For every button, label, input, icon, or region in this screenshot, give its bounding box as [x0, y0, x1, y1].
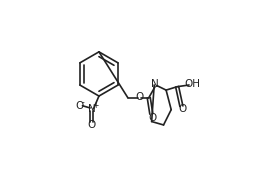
- Text: O: O: [149, 113, 157, 123]
- Text: OH: OH: [185, 80, 201, 89]
- Text: O: O: [88, 120, 96, 130]
- Text: -: -: [82, 98, 85, 107]
- Text: O: O: [135, 92, 144, 102]
- Text: +: +: [92, 101, 98, 110]
- Text: N: N: [88, 104, 96, 114]
- Text: O: O: [178, 104, 186, 114]
- Text: N: N: [151, 79, 159, 89]
- Text: O: O: [76, 101, 84, 111]
